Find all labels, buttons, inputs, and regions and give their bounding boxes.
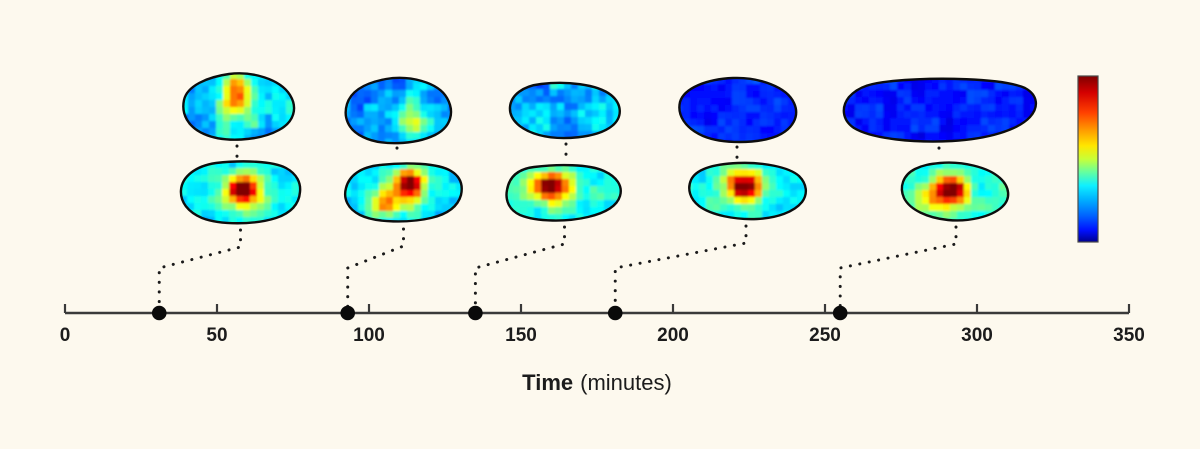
cell-outline <box>842 77 1038 143</box>
time-axis: 0 50 100 150 200 250 300 350 <box>60 304 1145 346</box>
time-point-dot <box>832 305 848 321</box>
time-connector-dotted-line <box>838 225 958 309</box>
time-connector-dotted-line <box>346 227 405 309</box>
cell-heatmap-2-top <box>345 77 451 144</box>
x-axis-title-bold: Time <box>522 370 573 395</box>
cell-heatmap-4-bottom <box>689 162 806 220</box>
cell-heatmaps-layer <box>179 72 1038 225</box>
axis-tick-label: 250 <box>809 325 841 346</box>
cell-outline <box>900 161 1010 222</box>
axis-tick-label: 0 <box>60 325 71 346</box>
cell-outline <box>678 76 798 144</box>
cell-outline <box>344 162 463 223</box>
time-point-dot <box>340 305 356 321</box>
time-point-dot <box>468 305 483 321</box>
cell-heatmap-1-top <box>183 73 295 140</box>
colorbar-gradient <box>1077 75 1099 243</box>
axis-tick-label: 50 <box>206 325 227 346</box>
cell-heatmap-3-bottom <box>506 165 621 221</box>
cell-heatmap-1-bottom <box>180 161 301 224</box>
cell-outline <box>505 163 622 222</box>
time-point-dot <box>607 305 623 321</box>
cell-outline <box>179 160 302 225</box>
colorbar <box>1077 75 1099 243</box>
axis-tick-label: 350 <box>1113 325 1145 346</box>
axis-tick-label: 300 <box>961 325 993 346</box>
connector-lines-layer <box>157 142 958 309</box>
x-axis-title: Time (minutes) <box>522 370 672 395</box>
axis-tick-label: 200 <box>657 325 689 346</box>
cell-outline <box>182 72 296 141</box>
cell-heatmap-3-top <box>509 82 620 138</box>
time-connector-dotted-line <box>157 228 242 309</box>
time-point-markers <box>151 305 848 321</box>
cell-outline <box>344 76 453 145</box>
time-connector-dotted-line <box>613 224 748 309</box>
cell-outline <box>508 81 621 140</box>
time-connector-dotted-line <box>473 225 566 309</box>
axis-tick-label: 150 <box>505 325 537 346</box>
cell-outline <box>688 161 807 221</box>
axis-tick-label: 100 <box>353 325 385 346</box>
time-point-dot <box>151 305 167 321</box>
x-axis-title-unit: (minutes) <box>580 370 672 395</box>
